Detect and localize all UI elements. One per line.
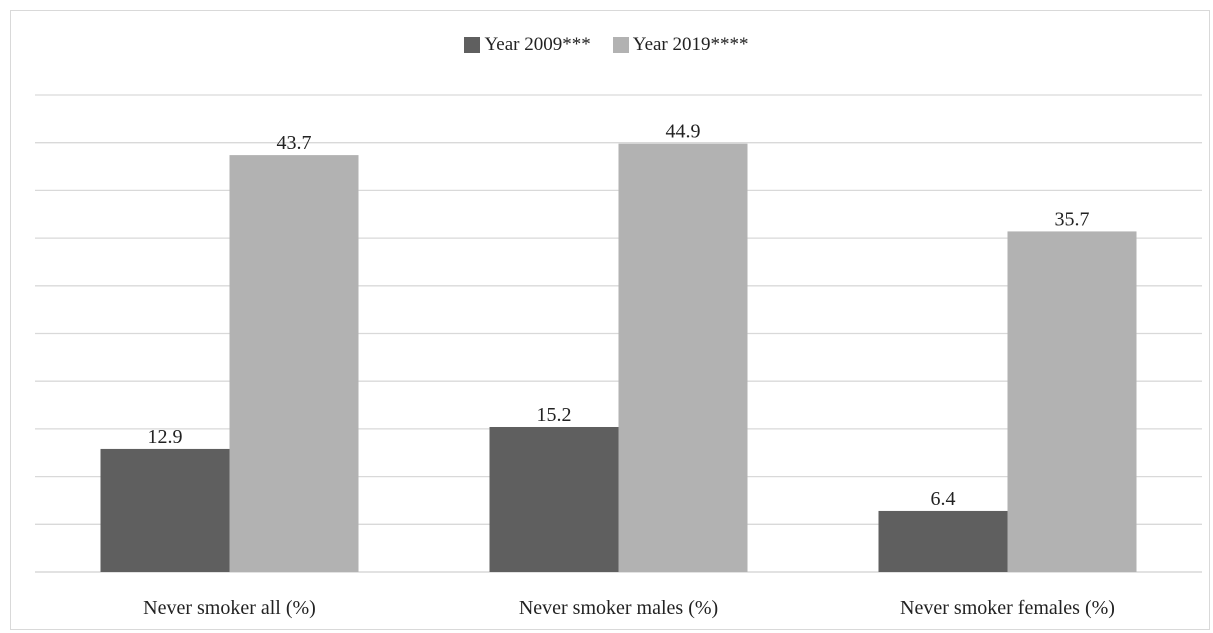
bar (878, 510, 1008, 572)
data-label: 43.7 (277, 132, 312, 154)
legend-item-2019: Year 2019**** (612, 34, 749, 56)
data-label: 15.2 (537, 404, 572, 426)
x-tick-label: Never smoker all (%) (143, 597, 316, 619)
legend-label-2009: Year 2009*** (484, 34, 591, 55)
chart-legend: Year 2009*** Year 2019**** (0, 34, 1213, 56)
data-label: 35.7 (1055, 208, 1090, 230)
legend-label-2019: Year 2019**** (632, 34, 749, 55)
x-tick-label: Never smoker females (%) (900, 597, 1115, 619)
data-label: 44.9 (666, 121, 701, 143)
legend-item-2009: Year 2009*** (464, 34, 591, 56)
bar (1007, 231, 1137, 572)
data-label: 12.9 (148, 426, 183, 448)
bar (489, 426, 619, 572)
legend-swatch-2009 (464, 37, 481, 53)
data-label: 6.4 (931, 488, 956, 510)
bar (100, 448, 230, 572)
bar (229, 155, 359, 573)
bar (618, 143, 748, 573)
legend-swatch-2019 (612, 37, 629, 53)
x-tick-label: Never smoker males (%) (519, 597, 718, 619)
